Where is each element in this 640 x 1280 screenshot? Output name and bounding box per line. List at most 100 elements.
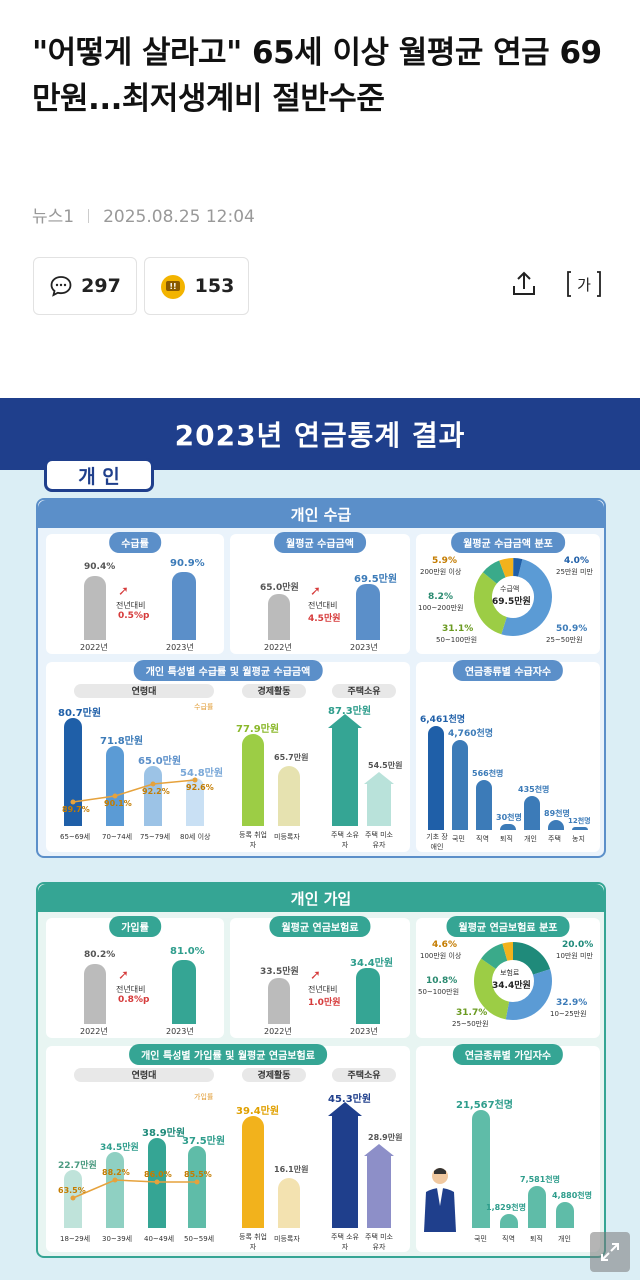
type-label-2: 직역	[502, 1235, 515, 1243]
age-label-4: 50~59세	[184, 1235, 215, 1243]
up-arrow-icon: ➚	[310, 968, 321, 983]
sub-label-econ: 경제활동	[242, 684, 306, 698]
up-arrow-icon: ➚	[118, 968, 129, 983]
businessman-illustration	[424, 1168, 456, 1232]
donut-slice-10-25	[474, 942, 552, 1020]
type-value-1: 6,461천명	[420, 715, 466, 725]
card-premium-distribution: 월평균 연금보험료 분포 보험료 34.4만원 4.6% 100만원 이상 20…	[416, 916, 600, 1038]
article-source[interactable]: 뉴스1	[32, 207, 75, 227]
sub-label-age: 연령대	[74, 1068, 214, 1082]
econ-bar-1	[242, 1116, 264, 1228]
age-bar-1	[64, 718, 82, 826]
type-label-3: 퇴직	[530, 1235, 543, 1243]
card-subscribers-by-type: 연금종류별 가입자수 21,567천명 1,829천명 7,581천명 4,88…	[416, 1044, 600, 1252]
card-subscription-rate: 가입률 80.2% 81.0% ➚ 전년대비 0.8%p 2022년 2023년	[46, 916, 224, 1038]
type-bar-3	[528, 1186, 546, 1228]
age-rate-2: 90.1%	[104, 799, 132, 808]
dist-value-5: 50.9%	[556, 624, 588, 634]
card-characteristics: 개인 특성별 수급률 및 월평균 수급금액 연령대 경제활동 주택소유 수급률 …	[46, 660, 410, 852]
value-2023: 81.0%	[170, 946, 205, 957]
dist-label-3: 50~100만원	[418, 988, 460, 996]
econ-bar-1	[242, 734, 264, 826]
econ-label-2: 미등록자	[274, 833, 300, 841]
delta-label: 전년대비	[116, 985, 146, 994]
delta-label: 전년대비	[308, 601, 338, 610]
section-tag-individual: 개 인	[44, 458, 154, 492]
house-label-2: 주택 미소유자	[365, 831, 393, 849]
donut-slice-under25	[474, 558, 552, 636]
econ-bar-2	[278, 1178, 300, 1228]
article-headline: "어떻게 살라고" 65세 이상 월평균 연금 69만원...최저생계비 절반수…	[32, 35, 602, 117]
translate-button[interactable]: 가	[566, 266, 602, 302]
age-bar-4	[186, 778, 204, 826]
comment-button[interactable]: 297	[33, 257, 137, 315]
age-label-2: 30~39세	[102, 1235, 133, 1243]
share-icon	[513, 271, 535, 295]
bar-2023	[356, 584, 380, 640]
house-value-2: 54.5만원	[368, 761, 403, 770]
house-value-1: 87.3만원	[328, 706, 372, 717]
age-rate-4: 85.5%	[184, 1170, 212, 1179]
card-title: 월평균 연금보험료	[269, 916, 371, 937]
x-label-2022: 2022년	[80, 643, 108, 652]
card-characteristics: 개인 특성별 가입률 및 월평균 연금보험료 연령대 경제활동 주택소유 가입률…	[46, 1044, 410, 1252]
age-rate-4: 92.6%	[186, 783, 214, 792]
age-label-2: 70~74세	[102, 833, 133, 841]
age-bar-2	[106, 746, 124, 826]
sub-label-econ: 경제활동	[242, 1068, 306, 1082]
type-bar-2	[452, 740, 468, 830]
dist-value-1: 4.6%	[432, 940, 457, 950]
card-title: 월평균 연금보험료 분포	[446, 916, 570, 937]
age-label-3: 40~49세	[144, 1235, 175, 1243]
type-bar-1	[472, 1110, 490, 1228]
delta-label: 전년대비	[116, 601, 146, 610]
share-button[interactable]	[506, 266, 542, 302]
dist-label-4: 25~50만원	[452, 1020, 489, 1028]
type-bar-4	[556, 1202, 574, 1228]
type-value-7: 12천명	[568, 817, 591, 825]
type-label-3: 직역	[476, 835, 489, 843]
x-label-2022: 2022년	[264, 1027, 292, 1036]
type-value-3: 566천명	[472, 769, 504, 778]
age-label-3: 75~79세	[140, 833, 171, 841]
econ-bar-2	[278, 766, 300, 826]
type-bar-5	[524, 796, 540, 830]
type-bar-1	[428, 726, 444, 830]
delta-value: 0.5%p	[118, 611, 150, 621]
age-value-4: 54.8만원	[180, 768, 224, 779]
type-value-6: 89천명	[544, 809, 570, 818]
dist-label-3: 100~200만원	[418, 604, 464, 612]
translate-icon: 가	[567, 271, 601, 297]
comment-count: 297	[81, 275, 121, 297]
dist-value-2: 4.0%	[564, 556, 589, 566]
bar-2023	[172, 960, 196, 1024]
bar-2023	[172, 572, 196, 640]
card-title: 개인 특성별 수급률 및 월평균 수급금액	[133, 660, 323, 681]
card-title: 연금종류별 가입자수	[452, 1044, 564, 1065]
dist-value-4: 31.7%	[456, 1008, 488, 1018]
value-2023: 34.4만원	[350, 958, 394, 969]
legend-rate: 가입률	[194, 1093, 214, 1101]
house-bar-1	[328, 1102, 362, 1228]
econ-value-2: 65.7만원	[274, 753, 309, 762]
value-2023: 69.5만원	[354, 574, 398, 585]
age-bar-3	[144, 766, 162, 826]
donut-slice-50-100	[474, 558, 552, 636]
expand-image-button[interactable]	[590, 1232, 630, 1272]
type-label-1: 기초 장애인	[426, 833, 448, 851]
card-title: 연금종류별 수급자수	[452, 660, 564, 681]
age-bar-4	[188, 1146, 206, 1228]
card-receipt-rate: 수급률 90.4% 90.9% ➚ 전년대비 0.5%p 2022년 2023년	[46, 532, 224, 654]
donut-chart	[474, 942, 552, 1020]
type-value-4: 30천명	[496, 813, 522, 822]
type-bar-3	[476, 780, 492, 830]
pension-infographic: 2023년 연금통계 결과 개 인 개인 수급 수급률 90.4% 90.9% …	[0, 398, 640, 1280]
reaction-button[interactable]: !! 153	[144, 257, 249, 315]
dist-value-5: 32.9%	[556, 998, 588, 1008]
reaction-icon: !!	[160, 275, 185, 299]
card-title: 월평균 수급금액 분포	[451, 532, 565, 553]
type-bar-6	[548, 820, 564, 830]
card-title: 개인 특성별 가입률 및 월평균 연금보험료	[129, 1044, 327, 1065]
dist-label-1: 200만원 이상	[420, 568, 462, 576]
house-label-1: 주택 소유자	[331, 1233, 359, 1251]
